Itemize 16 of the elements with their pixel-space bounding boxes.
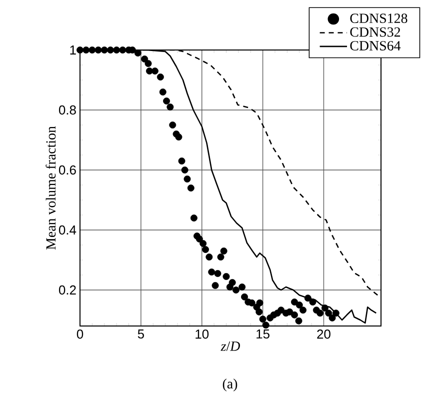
x-axis-title: z/D — [220, 342, 240, 351]
y-tick-label: 0.4 — [58, 225, 76, 235]
y-axis-title: Mean volume fraction — [46, 126, 56, 250]
legend-label: CDNS128 — [350, 14, 408, 24]
x-tick-label: 5 — [138, 330, 144, 339]
y-tick-label: 0.2 — [58, 285, 76, 295]
x-tick-label: 0 — [76, 330, 84, 339]
x-tick-label: 15 — [256, 330, 270, 339]
text: (a) — [222, 378, 238, 392]
y-tick-label: 0.6 — [58, 165, 76, 175]
x-tick-label: 10 — [196, 330, 209, 339]
y-tick-label: 1 — [70, 46, 76, 54]
legend-label: CDNS64 — [350, 41, 401, 50]
legend-label: CDNS32 — [350, 27, 400, 37]
y-tick-label: 0.8 — [58, 105, 76, 115]
x-tick-label: 20 — [317, 330, 330, 339]
